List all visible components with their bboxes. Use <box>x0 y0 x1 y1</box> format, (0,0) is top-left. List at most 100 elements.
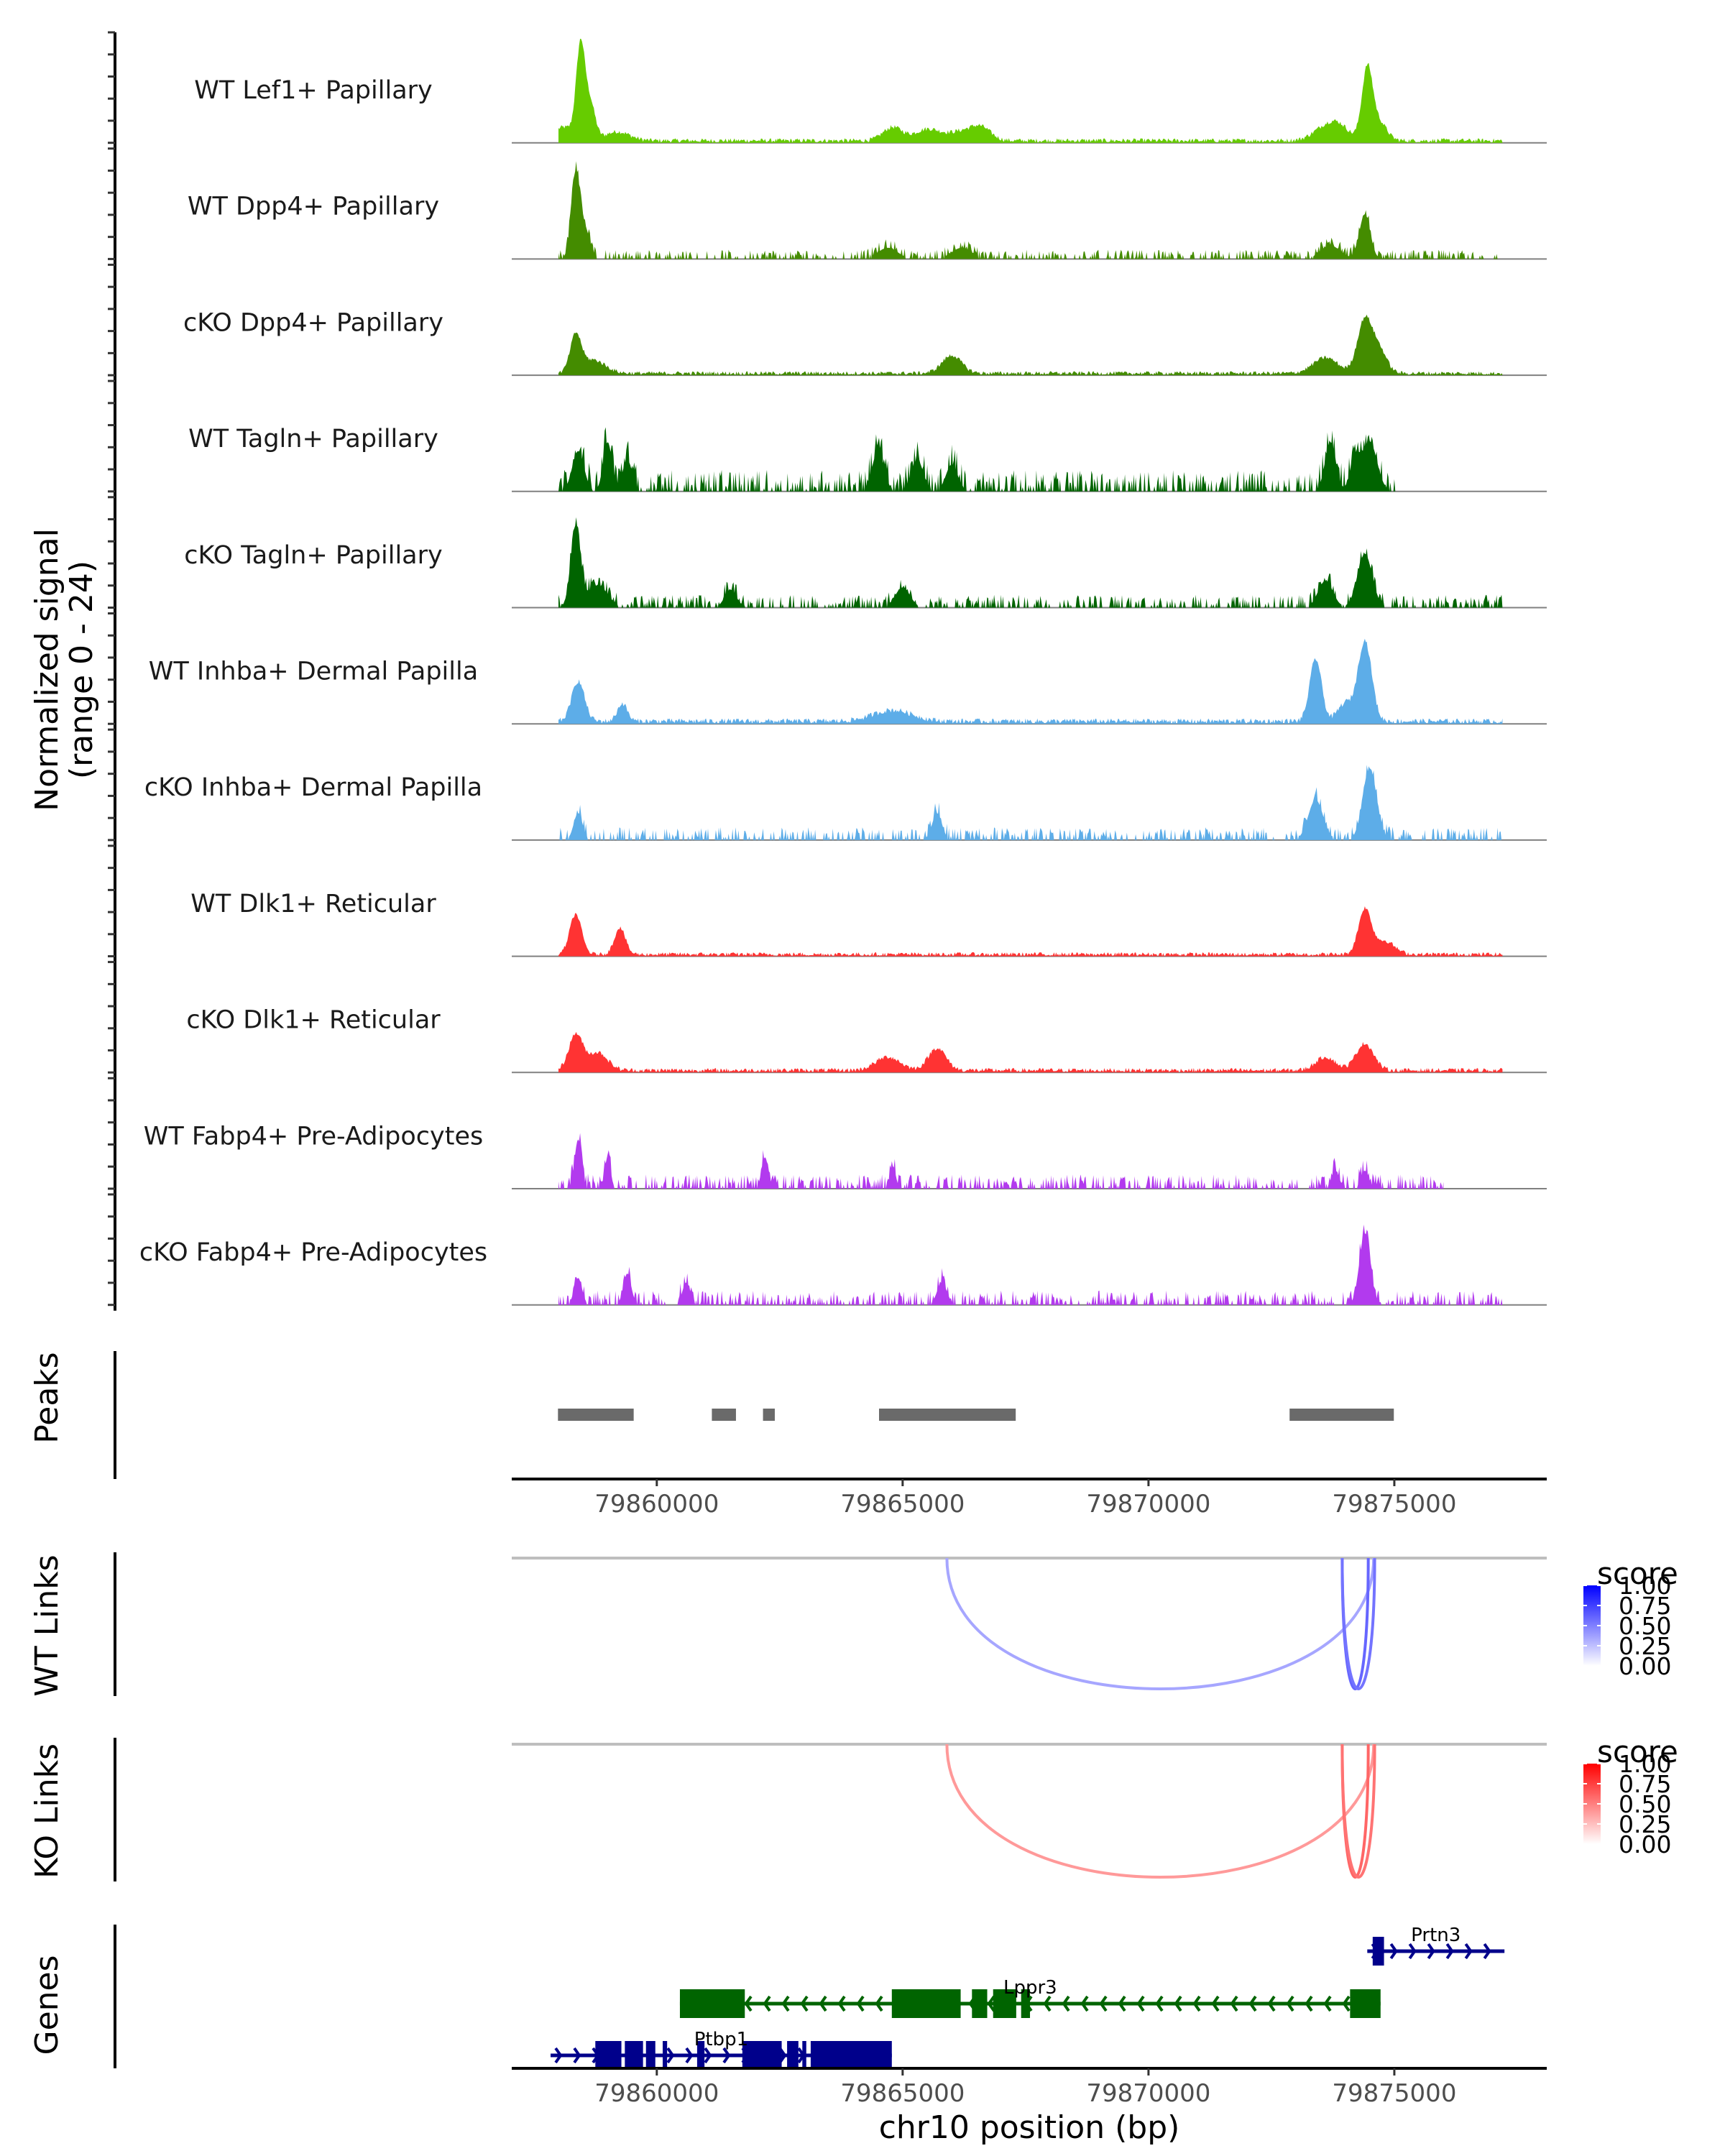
strand-arrow <box>1286 1995 1294 2012</box>
strand-arrow <box>1483 1943 1491 1960</box>
coverage-signal-area <box>558 1225 1503 1305</box>
peak-region <box>1289 1409 1394 1421</box>
genes-track: Genes Prtn3 Lppr3 Ptbp1 <box>29 1925 1505 2070</box>
coverage-signal-area <box>558 638 1503 724</box>
coverage-signal-area <box>558 517 1503 608</box>
gene-exon <box>1372 1937 1384 1966</box>
coverage-track: WT Dlk1+ Reticular <box>190 890 1547 957</box>
strand-arrow <box>554 2047 563 2064</box>
link-arc <box>1340 1743 1370 1879</box>
gene-exon <box>742 2041 782 2070</box>
link-arc <box>1340 1743 1376 1879</box>
coverage-track-label: WT Dlk1+ Reticular <box>190 890 436 918</box>
gene-model: Ptbp1 <box>551 2029 892 2070</box>
legend-tick-label: 0.00 <box>1619 1652 1671 1680</box>
coverage-track-label: WT Inhba+ Dermal Papilla <box>149 658 478 686</box>
strand-arrow <box>1427 1943 1435 1960</box>
coverage-signal-area <box>558 38 1503 143</box>
coverage-ylabel-sub: (range 0 - 24) <box>63 561 100 779</box>
coverage-track: WT Inhba+ Dermal Papilla <box>149 638 1547 725</box>
coverage-ylabel: Normalized signal <box>29 528 65 811</box>
strand-arrow <box>704 2047 712 2064</box>
coverage-y-axis-title: Normalized signal (range 0 - 24) <box>29 528 100 811</box>
coverage-track-label: WT Tagln+ Papillary <box>188 425 438 453</box>
ko-links-track: KO Links <box>29 1738 1547 1881</box>
coverage-track: cKO Dlk1+ Reticular <box>186 1006 1547 1074</box>
legend-tick-label: 0.50 <box>1619 1612 1671 1640</box>
x-axis-genes-tick-label: 79870000 <box>1086 2079 1210 2108</box>
strand-arrow <box>1080 1995 1089 2012</box>
strand-arrow <box>800 1995 809 2012</box>
strand-arrow <box>1230 1995 1238 2012</box>
strand-arrow <box>1464 1943 1473 1960</box>
gene-label: Prtn3 <box>1411 1925 1460 1946</box>
strand-arrow <box>781 1995 790 2012</box>
link-arc <box>1340 1557 1376 1691</box>
coverage-track-label: cKO Fabp4+ Pre-Adipocytes <box>139 1238 487 1267</box>
coverage-track-label: WT Fabp4+ Pre-Adipocytes <box>144 1122 483 1151</box>
peaks-bars <box>558 1409 1394 1421</box>
gene-exon <box>787 2041 799 2070</box>
peak-region <box>712 1409 736 1421</box>
strand-arrow <box>1043 1995 1052 2012</box>
ko-legend-title: score <box>1597 1734 1678 1769</box>
ko-legend-ticks: 1.000.750.500.250.00 <box>1583 1750 1671 1858</box>
strand-arrow <box>1408 1943 1417 1960</box>
legend-tick-label: 1.00 <box>1619 1572 1671 1600</box>
strand-arrow <box>722 2047 731 2064</box>
strand-arrow <box>1211 1995 1220 2012</box>
strand-arrow <box>573 2047 581 2064</box>
strand-arrow <box>1155 1995 1164 2012</box>
genes-track-label: Genes <box>29 1955 65 2055</box>
strand-arrow <box>875 1995 883 2012</box>
coverage-track: cKO Tagln+ Papillary <box>184 517 1547 609</box>
strand-arrow <box>856 1995 865 2012</box>
gene-exon <box>1350 1989 1381 2018</box>
coverage-track: WT Lef1+ Papillary <box>194 38 1547 144</box>
gene-exon <box>625 2041 643 2070</box>
strand-arrow <box>837 1995 846 2012</box>
strand-arrow <box>1445 1943 1454 1960</box>
strand-arrow <box>685 2047 694 2064</box>
peak-region <box>879 1409 1016 1421</box>
strand-arrow <box>1248 1995 1257 2012</box>
wt-links-track-label: WT Links <box>29 1554 65 1696</box>
coverage-track: WT Tagln+ Papillary <box>188 425 1547 492</box>
coverage-signal-area <box>558 161 1503 259</box>
gene-exon <box>802 2041 806 2070</box>
coverage-track-label: cKO Dpp4+ Papillary <box>183 308 443 337</box>
strand-arrow <box>763 1995 771 2012</box>
strand-arrow <box>819 1995 827 2012</box>
gene-exon <box>993 1989 1016 2018</box>
coverage-track-label: WT Lef1+ Papillary <box>194 76 433 105</box>
gene-model: Prtn3 <box>1367 1925 1505 1966</box>
coverage-track: WT Dpp4+ Papillary <box>188 161 1547 260</box>
peak-region <box>558 1409 634 1421</box>
gene-label: Ptbp1 <box>694 2029 748 2050</box>
strand-arrow <box>666 2047 675 2064</box>
coverage-track: cKO Fabp4+ Pre-Adipocytes <box>139 1225 1547 1306</box>
strand-arrow <box>1174 1995 1182 2012</box>
coverage-signal-area <box>558 906 1503 957</box>
gene-exon <box>1021 1989 1031 2018</box>
legend-tick-label: 0.50 <box>1619 1790 1671 1818</box>
legend-tick-label: 0.00 <box>1619 1830 1671 1858</box>
x-axis-genes-tick-label: 79860000 <box>594 2079 719 2108</box>
link-arc <box>1340 1557 1370 1690</box>
gene-exon <box>891 1989 961 2018</box>
gene-exon <box>663 2041 668 2070</box>
coverage-track-label: cKO Inhba+ Dermal Papilla <box>144 773 482 802</box>
ko-links-legend: score 1.000.750.500.250.00 <box>1583 1734 1678 1858</box>
x-axis-genes: 79860000 79865000 79870000 79875000 <box>512 2067 1547 2108</box>
x-axis-genes-tick-label: 79865000 <box>840 2079 965 2108</box>
wt-links-legend: score 1.000.750.500.250.00 <box>1583 1556 1678 1680</box>
coverage-track: cKO Dpp4+ Papillary <box>183 308 1547 377</box>
gene-exon <box>696 2041 705 2070</box>
strand-arrow <box>1136 1995 1145 2012</box>
link-arc <box>945 1557 1376 1690</box>
wt-legend-title: score <box>1597 1556 1678 1591</box>
coverage-track-label: WT Dpp4+ Papillary <box>188 193 439 221</box>
x-axis-genes-tick-label: 79875000 <box>1332 2079 1456 2108</box>
legend-tick-label: 0.75 <box>1619 1770 1671 1798</box>
